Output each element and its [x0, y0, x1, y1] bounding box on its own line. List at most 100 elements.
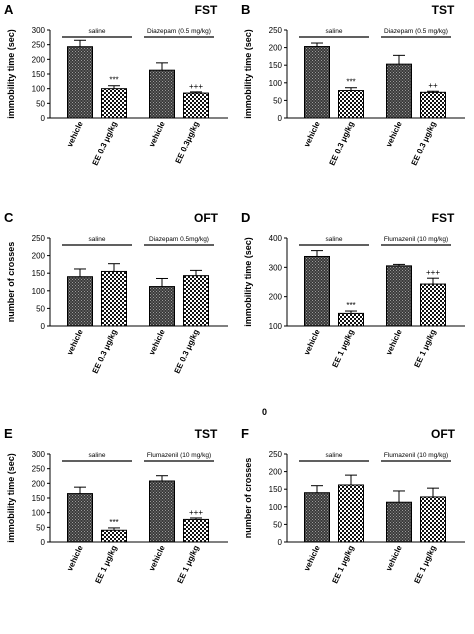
y-tick-label: 100	[269, 322, 283, 331]
bar	[101, 270, 127, 327]
chart-title: FST	[195, 3, 218, 17]
panel-B: B TST 0 50 100 150 200 250 immobility time (sec)…	[241, 2, 465, 167]
y-tick-label: 250	[32, 41, 46, 50]
x-tick-label: vehicle	[384, 120, 404, 149]
y-axis-label: immobility time (sec)	[6, 453, 16, 543]
chart-title: TST	[432, 3, 455, 17]
stray-zero-label: 0	[262, 407, 267, 417]
bar	[101, 529, 127, 543]
y-tick-label: 300	[269, 263, 283, 272]
x-tick-label: vehicle	[147, 544, 167, 573]
bar	[338, 90, 364, 119]
group-label: saline	[326, 236, 343, 243]
significance-label: +++	[189, 82, 203, 91]
bar	[386, 501, 412, 543]
y-tick-label: 200	[269, 44, 283, 53]
x-tick-label: vehicle	[65, 328, 85, 357]
y-tick-label: 250	[32, 234, 46, 243]
y-tick-label: 200	[32, 252, 46, 261]
group-label: Flumazenil (10 mg/kg)	[384, 236, 448, 243]
y-tick-label: 150	[32, 269, 46, 278]
y-axis-label: immobility time (sec)	[243, 29, 253, 119]
panel-C: C OFT 0 50 100 150 200 250 number of crosses sali…	[4, 210, 228, 375]
panel-letter: E	[4, 426, 13, 441]
group-label: saline	[89, 452, 106, 459]
y-tick-label: 200	[269, 468, 283, 477]
group-label: saline	[326, 28, 343, 35]
group-label: saline	[89, 236, 106, 243]
y-tick-label: 400	[269, 234, 283, 243]
y-tick-label: 300	[32, 26, 46, 35]
y-tick-label: 50	[36, 523, 45, 532]
significance-label: ++	[428, 81, 438, 90]
y-tick-label: 200	[269, 293, 283, 302]
chart-title: OFT	[431, 427, 456, 441]
group-label: Diazepam (0.5 mg/kg)	[147, 28, 211, 35]
x-tick-label: EE 0.3 μg/kg	[91, 328, 119, 375]
bar	[101, 88, 127, 119]
bar	[67, 493, 93, 543]
x-tick-label: EE 0.3μg/kg	[173, 120, 200, 165]
panel-letter: A	[4, 2, 14, 17]
panel-D: D FST 100 200 300 400 immobility time (sec) sal…	[241, 210, 465, 369]
y-tick-label: 50	[273, 96, 282, 105]
x-tick-label: vehicle	[384, 544, 404, 573]
bar	[420, 91, 446, 119]
y-tick-label: 0	[278, 538, 283, 547]
x-tick-label: vehicle	[384, 328, 404, 357]
y-tick-label: 50	[36, 304, 45, 313]
y-axis-label: immobility time (sec)	[243, 237, 253, 327]
x-tick-label: vehicle	[302, 544, 322, 573]
panel-F: F OFT 0 50 100 150 200 250 number of crosses sali…	[241, 426, 465, 585]
panel-letter: F	[241, 426, 249, 441]
y-tick-label: 150	[32, 494, 46, 503]
bar	[386, 63, 412, 119]
group-label: Diazepam (0.5 mg/kg)	[384, 28, 448, 35]
x-tick-label: vehicle	[147, 328, 167, 357]
x-tick-label: EE 1 μg/kg	[330, 544, 355, 585]
significance-label: ***	[346, 301, 355, 310]
significance-label: ***	[109, 518, 118, 527]
y-axis-label: immobility time (sec)	[6, 29, 16, 119]
y-tick-label: 0	[278, 114, 283, 123]
x-tick-label: vehicle	[302, 328, 322, 357]
y-tick-label: 100	[32, 509, 46, 518]
x-tick-label: vehicle	[65, 120, 85, 149]
group-label: Flumazenil (10 mg/kg)	[384, 452, 448, 459]
x-tick-label: EE 0.3 μg/kg	[328, 120, 356, 167]
panel-E: E TST 0 50 100 150 200 250 300 immobility time (s…	[4, 426, 228, 585]
y-tick-label: 250	[32, 465, 46, 474]
x-tick-label: EE 1 μg/kg	[175, 544, 200, 585]
bar	[304, 46, 330, 119]
y-tick-label: 250	[269, 450, 283, 459]
x-tick-label: EE 1 μg/kg	[93, 544, 118, 585]
x-tick-label: EE 1 μg/kg	[330, 328, 355, 369]
group-label: saline	[89, 28, 106, 35]
bar	[67, 46, 93, 119]
y-tick-label: 150	[32, 70, 46, 79]
bar	[149, 286, 175, 327]
bar	[67, 276, 93, 327]
bar	[304, 492, 330, 543]
bar	[183, 275, 209, 327]
bar	[304, 255, 330, 327]
y-tick-label: 0	[41, 322, 46, 331]
bar	[338, 312, 364, 327]
x-tick-label: EE 0.3 μg/kg	[410, 120, 438, 167]
y-tick-label: 100	[32, 85, 46, 94]
x-tick-label: vehicle	[302, 120, 322, 149]
chart-title: FST	[432, 211, 455, 225]
y-axis-label: number of crosses	[243, 458, 253, 539]
bar	[149, 480, 175, 543]
x-tick-label: vehicle	[147, 120, 167, 149]
group-label: Diazepam 0.5mg/kg)	[149, 236, 209, 243]
y-tick-label: 200	[32, 479, 46, 488]
x-tick-label: EE 0.3 μg/kg	[173, 328, 201, 375]
group-label: Flumazenil (10 mg/kg)	[147, 452, 211, 459]
bar	[386, 265, 412, 327]
chart-title: OFT	[194, 211, 219, 225]
y-tick-label: 100	[269, 79, 283, 88]
bar	[338, 484, 364, 543]
significance-label: ***	[109, 76, 118, 85]
group-label: saline	[326, 452, 343, 459]
